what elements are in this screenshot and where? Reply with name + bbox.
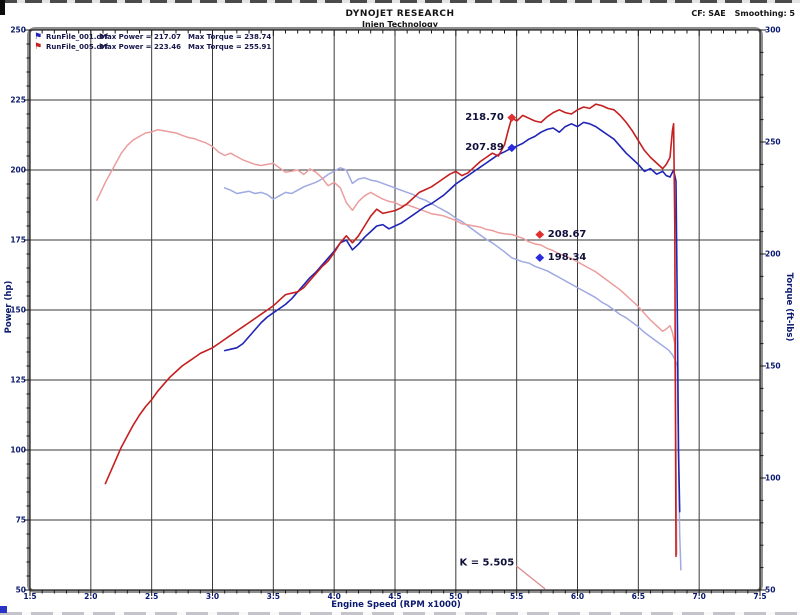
run5-torque-curve	[96, 128, 678, 555]
scan-artifact-top	[0, 0, 800, 3]
y-axis-right-label: Torque (ft-lbs)	[784, 272, 794, 342]
tick-label: 3.0	[205, 592, 220, 601]
tick-label: 2.0	[84, 592, 98, 601]
run5-filename: RunFile_005.drf	[46, 43, 108, 51]
run5-flag-icon: ⚑	[34, 41, 43, 52]
marker-diamond-icon	[535, 253, 545, 262]
tick-label: 6.5	[631, 592, 645, 601]
tick-label: 50	[765, 585, 776, 595]
correction-smoothing-note: CF: SAE Smoothing: 5	[691, 9, 795, 18]
tick-label: 50	[15, 585, 26, 595]
scan-artifact-bottom-corner	[0, 606, 7, 613]
run5-max-torque: Max Torque = 255.91	[188, 43, 272, 51]
tick-label: 150	[765, 361, 781, 371]
tick-label: 4.5	[388, 592, 402, 601]
tick-label: 200	[10, 165, 26, 175]
tick-label: 3.5	[266, 592, 280, 601]
legend-row-run5: ⚑ RunFile_005.drf Max Power = 223.46 Max…	[34, 42, 271, 52]
tick-label: 250	[10, 25, 26, 35]
annotation-label: 218.70	[465, 111, 504, 123]
marker-diamond-icon	[507, 113, 517, 122]
page-title: DYNOJET RESEARCH	[345, 9, 455, 19]
marker-diamond-icon	[507, 143, 517, 153]
tick-label: 75	[15, 515, 26, 525]
run5-max-power: Max Power = 223.46	[100, 43, 181, 51]
page-subtitle: Injen Technology	[362, 20, 438, 29]
tick-label: 150	[10, 305, 26, 315]
smoothing-label: Smoothing: 5	[734, 9, 795, 18]
tick-label: 200	[765, 249, 781, 259]
correction-factor-label: CF: SAE	[691, 9, 726, 18]
annotation-label: 207.89	[465, 141, 504, 153]
legend-row-run1: ⚑ RunFile_001.drf Max Power = 217.07 Max…	[34, 32, 271, 42]
run1-max-torque: Max Torque = 238.74	[188, 33, 272, 41]
annotation-leader-line	[516, 565, 546, 590]
run5-power-curve	[104, 103, 677, 558]
chart-canvas	[24, 29, 766, 596]
tick-label: 100	[10, 445, 26, 455]
tick-label: 250	[765, 137, 781, 147]
tick-label: 7.5	[753, 592, 767, 601]
tick-label: 175	[10, 235, 26, 245]
tick-label: 225	[10, 95, 26, 105]
run1-flag-icon: ⚑	[34, 31, 43, 42]
tick-label: 300	[765, 25, 781, 35]
tick-label: 4.0	[327, 592, 341, 601]
tick-label: 100	[765, 473, 781, 483]
annotation-label: 198.34	[547, 251, 587, 263]
x-axis-label: Engine Speed (RPM x1000)	[331, 600, 461, 610]
tick-label: 5.0	[449, 592, 463, 601]
marker-diamond-icon	[535, 230, 545, 239]
annotation-label: K = 5.505	[459, 557, 515, 569]
tick-label: 7.0	[692, 592, 706, 601]
run1-power-curve	[223, 121, 681, 513]
run1-max-power: Max Power = 217.07	[100, 33, 181, 41]
run1-filename: RunFile_001.drf	[46, 33, 108, 41]
legend: ⚑ RunFile_001.drf Max Power = 217.07 Max…	[34, 32, 271, 52]
tick-label: 5.5	[510, 592, 524, 601]
tick-label: 2.5	[145, 592, 159, 601]
tick-label: 6.0	[570, 592, 585, 601]
plot-area: ⚑ RunFile_001.drf Max Power = 217.07 Max…	[24, 27, 766, 596]
tick-label: 125	[10, 375, 26, 385]
tick-label: 1.5	[23, 592, 37, 601]
run1-torque-curve	[223, 167, 682, 571]
annotation-label: 208.67	[547, 228, 587, 240]
